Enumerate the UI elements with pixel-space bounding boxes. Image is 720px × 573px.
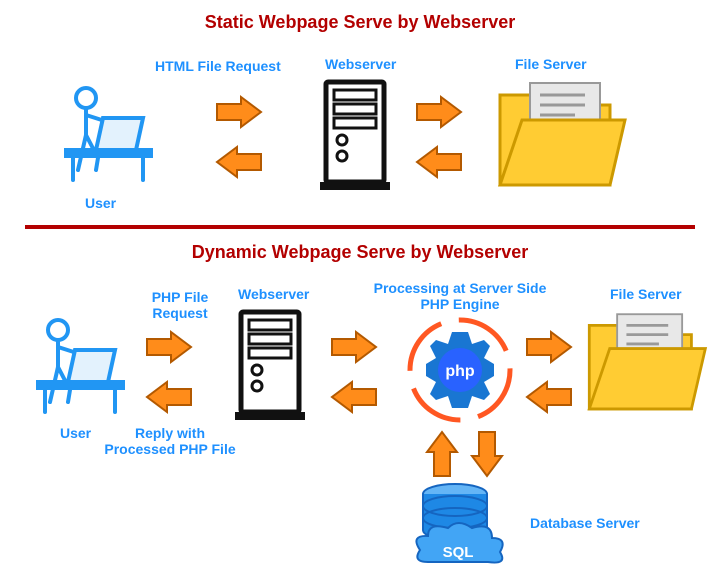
arrow-left-icon (415, 145, 463, 179)
arrow-down-icon (470, 430, 504, 478)
arrow-left-icon (215, 145, 263, 179)
arrow-right-icon (215, 95, 263, 129)
reply-line1: Reply with (100, 425, 240, 441)
webserver-icon (320, 78, 390, 193)
static-request-label: HTML File Request (155, 58, 281, 74)
arrow-right-icon (145, 330, 193, 364)
dynamic-request-text: PHP File Request (152, 289, 209, 321)
arrow-right-icon (330, 330, 378, 364)
section-divider (25, 225, 695, 229)
fileserver-icon (580, 305, 710, 420)
static-webserver-label: Webserver (325, 56, 396, 72)
dynamic-user-label: User (60, 425, 91, 441)
arrow-up-icon (425, 430, 459, 478)
dbserver-label: Database Server (530, 515, 640, 531)
dynamic-fileserver-label: File Server (610, 286, 682, 302)
arrow-right-icon (525, 330, 573, 364)
webserver-icon (235, 308, 305, 423)
user-icon (48, 80, 158, 195)
arrow-right-icon (415, 95, 463, 129)
sql-text: SQL (443, 544, 474, 561)
static-user-label: User (85, 195, 116, 211)
dynamic-request-label: PHP File Request (135, 289, 225, 321)
static-fileserver-label: File Server (515, 56, 587, 72)
static-title: Static Webpage Serve by Webserver (0, 12, 720, 33)
processing-line2: PHP Engine (370, 296, 550, 312)
fileserver-icon (490, 75, 630, 195)
dynamic-reply-label: Reply with Processed PHP File (100, 425, 240, 457)
user-icon (20, 312, 130, 427)
reply-line2: Processed PHP File (100, 441, 240, 457)
arrow-left-icon (145, 380, 193, 414)
database-icon: SQL (400, 480, 520, 570)
dynamic-processing-label: Processing at Server Side PHP Engine (370, 280, 550, 312)
dynamic-title: Dynamic Webpage Serve by Webserver (0, 242, 720, 263)
dynamic-webserver-label: Webserver (238, 286, 309, 302)
php-text: php (445, 363, 475, 380)
processing-line1: Processing at Server Side (370, 280, 550, 296)
php-engine-icon: php (405, 315, 515, 425)
arrow-left-icon (525, 380, 573, 414)
arrow-left-icon (330, 380, 378, 414)
